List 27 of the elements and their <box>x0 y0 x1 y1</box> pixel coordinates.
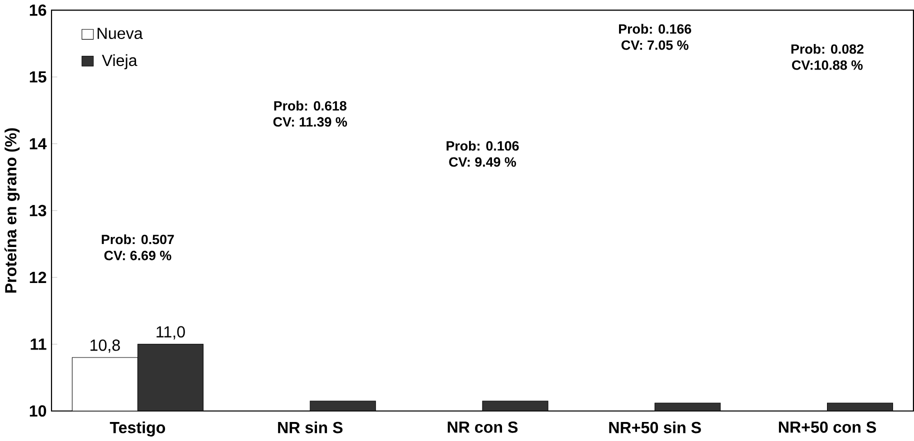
annotation: Prob: 0.106 <box>446 140 519 151</box>
data-label: 10,8 <box>90 340 120 353</box>
legend-label: Vieja <box>102 54 138 70</box>
x-tick-label: NR+50 sin S <box>609 421 701 434</box>
y-tick-label: 11 <box>30 338 46 350</box>
annotation: CV: 7.05 % <box>622 40 688 50</box>
y-tick-label: 14 <box>30 138 47 150</box>
legend-label: Nueva <box>98 28 143 40</box>
y-tick-label: 13 <box>30 204 46 216</box>
annotation: Prob: 0.618 <box>274 100 346 111</box>
y-tick-label: 10 <box>30 405 46 417</box>
x-tick-label: NR con S <box>448 421 518 433</box>
y-axis-title: Proteína en grano (%) <box>4 128 20 293</box>
annotation: CV: 11.39 % <box>273 117 347 127</box>
annotation: Prob: 0.082 <box>791 44 864 54</box>
x-tick-label: Testigo <box>110 421 166 437</box>
x-tick-label: NR+50 con S <box>778 421 876 433</box>
annotation: CV: 6.69 % <box>104 250 172 260</box>
data-label: 11,0 <box>156 326 185 340</box>
annotation: CV:10.88 % <box>792 60 863 70</box>
y-tick-label: 16 <box>30 4 46 16</box>
x-tick-label: NR sin S <box>278 421 343 434</box>
y-tick-label: 15 <box>30 71 46 83</box>
y-tick-label: 12 <box>30 272 46 284</box>
annotation: CV: 9.49 % <box>449 157 516 167</box>
annotation: Prob: 0.166 <box>619 24 692 34</box>
annotation: Prob: 0.507 <box>102 234 174 244</box>
